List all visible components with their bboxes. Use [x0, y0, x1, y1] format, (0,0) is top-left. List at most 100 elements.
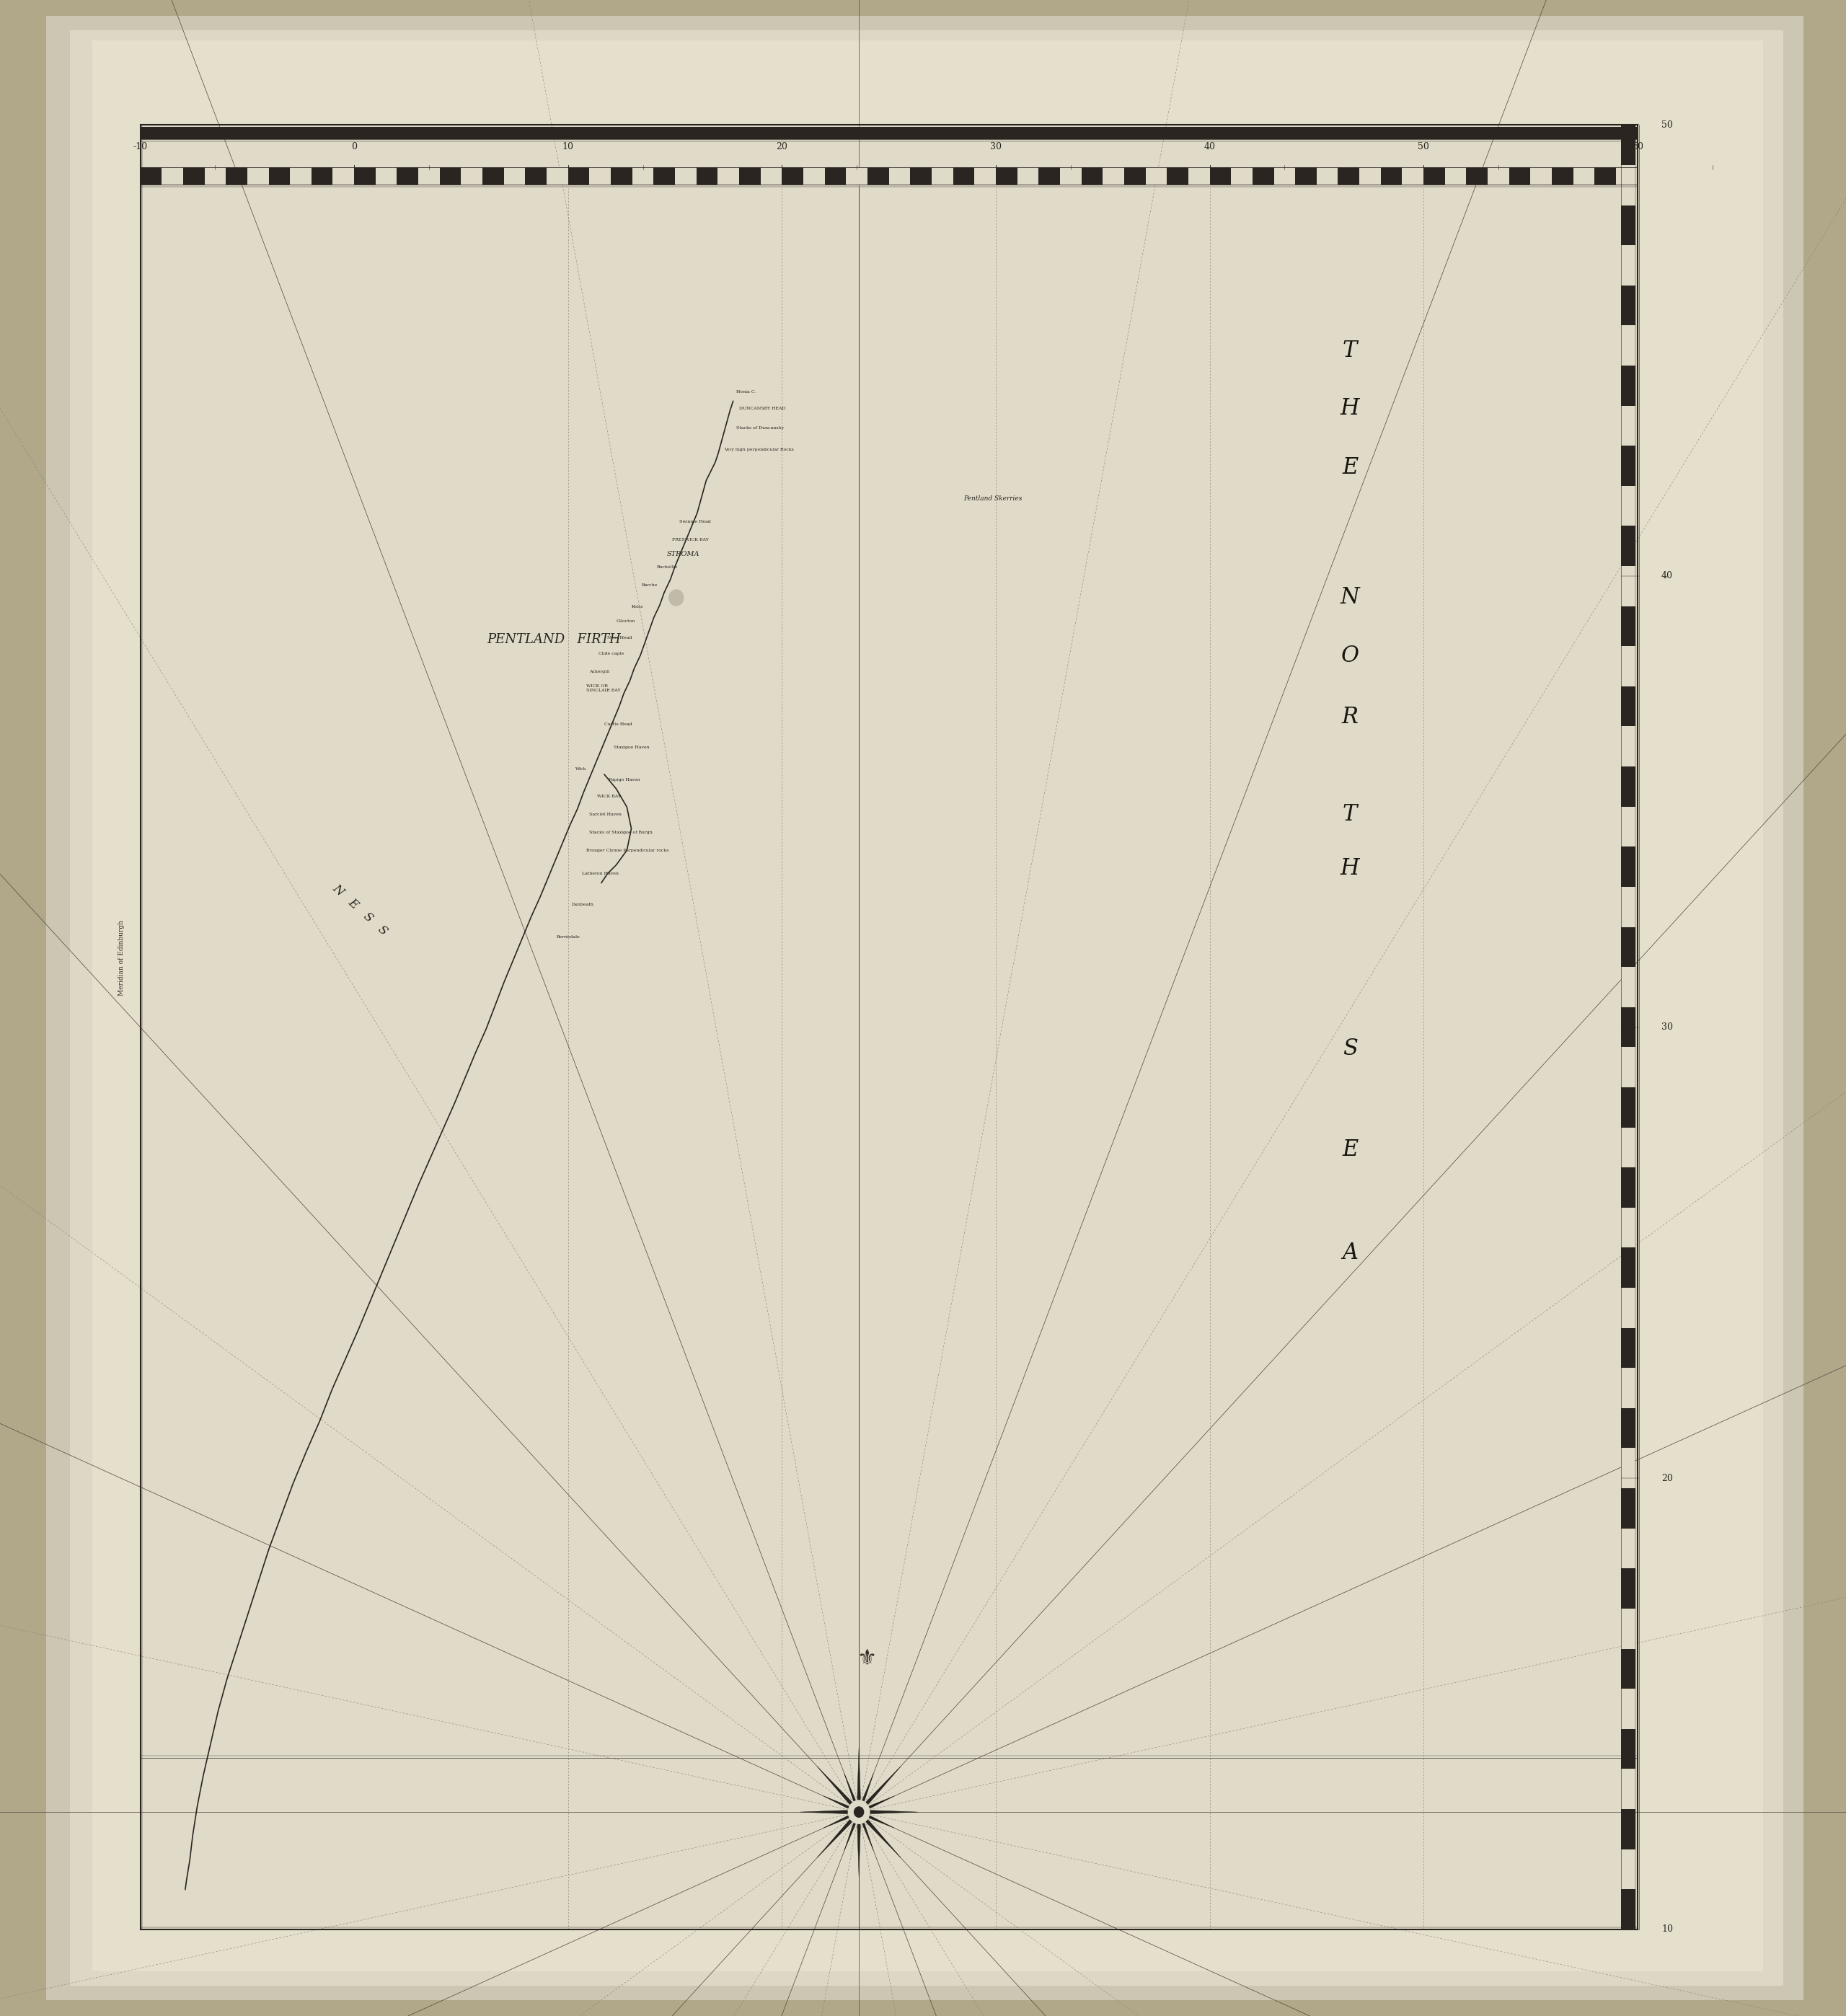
Text: Castle Head: Castle Head: [604, 722, 631, 726]
Bar: [1621, 1208, 1636, 1248]
Bar: [1124, 167, 1146, 185]
Bar: [1621, 766, 1636, 806]
Bar: [312, 167, 332, 185]
Bar: [1621, 566, 1636, 607]
Bar: [504, 167, 526, 185]
Bar: [1621, 607, 1636, 647]
Bar: [1508, 167, 1530, 185]
Bar: [1296, 167, 1316, 185]
Bar: [1082, 167, 1102, 185]
Text: PENTLAND   FIRTH: PENTLAND FIRTH: [487, 633, 620, 645]
Text: 10: 10: [1661, 1925, 1672, 1933]
Bar: [1209, 167, 1231, 185]
Bar: [1621, 1087, 1636, 1127]
Text: Wick: Wick: [576, 768, 587, 770]
Bar: [1621, 365, 1636, 405]
Text: 20: 20: [775, 141, 788, 151]
Bar: [183, 167, 205, 185]
Text: Clide caple: Clide caple: [598, 651, 624, 655]
Bar: [1621, 526, 1636, 566]
Bar: [1316, 167, 1338, 185]
Bar: [270, 167, 290, 185]
Text: Honia C.: Honia C.: [737, 391, 755, 393]
Text: Ackergill: Ackergill: [589, 669, 609, 673]
Text: A: A: [1342, 1242, 1359, 1264]
Polygon shape: [823, 1812, 858, 1829]
Bar: [1621, 1808, 1636, 1849]
Bar: [1621, 685, 1636, 726]
Text: Pentland Skerries: Pentland Skerries: [964, 496, 1023, 502]
Bar: [953, 167, 975, 185]
Bar: [868, 167, 890, 185]
Bar: [845, 167, 868, 185]
Circle shape: [855, 1806, 864, 1816]
Text: DUNCANSBY HEAD: DUNCANSBY HEAD: [738, 407, 786, 409]
Text: N: N: [1340, 587, 1361, 609]
Bar: [1189, 167, 1209, 185]
Bar: [1060, 167, 1082, 185]
Bar: [910, 167, 932, 185]
Text: 30: 30: [1661, 1022, 1672, 1032]
Text: 40: 40: [1204, 141, 1215, 151]
Polygon shape: [818, 1812, 858, 1857]
Bar: [631, 167, 653, 185]
Bar: [589, 167, 611, 185]
Bar: [1621, 1248, 1636, 1288]
Text: Noss Head: Noss Head: [607, 635, 631, 639]
Text: Swinnie Head: Swinnie Head: [679, 520, 711, 524]
Text: E: E: [1342, 458, 1359, 480]
Text: S: S: [1342, 1038, 1357, 1060]
Bar: [783, 167, 803, 185]
Text: T: T: [1342, 339, 1357, 361]
Text: Barche: Barche: [642, 583, 657, 587]
Bar: [932, 167, 953, 185]
Text: Berriedale: Berriedale: [556, 935, 580, 939]
Bar: [1621, 1008, 1636, 1046]
Bar: [482, 167, 504, 185]
Bar: [1621, 1689, 1636, 1730]
Bar: [825, 167, 845, 185]
Bar: [1552, 167, 1573, 185]
Text: 10: 10: [563, 141, 574, 151]
Bar: [1530, 167, 1552, 185]
Bar: [1621, 246, 1636, 286]
Bar: [1381, 167, 1403, 185]
Bar: [1621, 1288, 1636, 1329]
Bar: [1621, 325, 1636, 365]
Bar: [1621, 1407, 1636, 1447]
Polygon shape: [799, 1810, 858, 1814]
Text: -10: -10: [133, 141, 148, 151]
Polygon shape: [858, 1766, 901, 1812]
Text: R: R: [1342, 706, 1359, 728]
Bar: [1423, 167, 1445, 185]
Bar: [1621, 1528, 1636, 1568]
Text: STROMA: STROMA: [666, 550, 700, 558]
Bar: [290, 167, 312, 185]
Text: WICK OR
SINCLAIR BAY: WICK OR SINCLAIR BAY: [587, 683, 620, 691]
Text: T: T: [1342, 802, 1357, 825]
Bar: [1231, 167, 1252, 185]
Bar: [1167, 167, 1189, 185]
Bar: [718, 167, 738, 185]
Text: Keiss: Keiss: [631, 605, 642, 609]
Polygon shape: [844, 1812, 858, 1851]
Bar: [1621, 647, 1636, 685]
Circle shape: [668, 589, 683, 605]
Bar: [419, 167, 439, 185]
Text: Brouger Clynne Perpendicular rocks: Brouger Clynne Perpendicular rocks: [587, 849, 668, 853]
Polygon shape: [858, 1796, 893, 1812]
Polygon shape: [858, 1812, 901, 1857]
Bar: [1621, 286, 1636, 325]
Bar: [676, 167, 696, 185]
Text: 20: 20: [1661, 1474, 1672, 1484]
Bar: [1595, 167, 1615, 185]
Bar: [354, 167, 375, 185]
Bar: [1621, 165, 1636, 206]
Text: H: H: [1340, 857, 1359, 879]
Bar: [803, 167, 825, 185]
Bar: [1621, 726, 1636, 766]
Polygon shape: [823, 1796, 858, 1812]
Bar: [1338, 167, 1359, 185]
Text: Buchollie: Buchollie: [657, 564, 677, 569]
Bar: [462, 167, 482, 185]
